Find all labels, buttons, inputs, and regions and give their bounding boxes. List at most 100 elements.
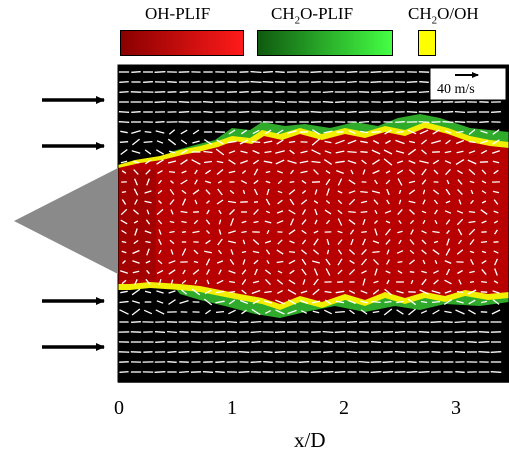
velocity-vector [419,289,429,295]
velocity-vector [372,159,380,165]
velocity-vector [215,310,225,314]
velocity-vector [168,150,176,154]
velocity-vector [409,219,415,225]
velocity-vector [218,229,222,235]
velocity-vector [134,199,138,205]
velocity-vector [336,169,344,175]
velocity-vector [240,129,248,135]
velocity-vector [346,71,358,73]
velocity-vector [407,361,417,363]
velocity-vector [228,200,236,204]
velocity-vector [288,259,296,265]
velocity-vector [194,169,198,175]
velocity-vector [419,101,429,103]
velocity-vector [442,121,454,123]
velocity-vector [266,229,270,235]
velocity-vector [178,111,190,113]
velocity-vector [445,248,451,256]
velocity-vector [156,300,164,304]
velocity-vector [300,170,308,174]
velocity-vector [119,371,129,373]
velocity-vector [481,169,487,175]
velocity-vector [398,189,402,195]
velocity-vector [134,279,138,285]
velocity-vector [216,169,224,175]
velocity-vector [372,240,380,244]
velocity-vector [444,130,452,134]
velocity-vector [385,239,391,245]
velocity-vector [218,219,222,225]
velocity-vector [265,278,271,286]
velocity-vector [313,200,319,204]
velocity-vector [205,219,211,225]
velocity-vector [156,269,164,275]
velocity-vector [492,129,500,135]
velocity-vector [145,169,151,175]
velocity-vector [146,178,150,186]
velocity-vector [335,139,345,145]
velocity-vector [348,130,356,134]
velocity-vector [144,130,152,134]
velocity-vector [454,320,466,324]
velocity-vector [337,249,343,255]
velocity-vector [361,258,367,266]
velocity-vector [457,269,463,275]
velocity-vector [253,179,259,185]
velocity-vector [420,310,428,314]
velocity-vector [313,169,319,175]
velocity-vector [407,129,417,135]
x-tick-label-1: 1 [227,397,237,419]
velocity-vector [422,199,426,205]
velocity-vector [397,178,403,186]
velocity-vector [398,239,402,245]
velocity-vector [275,71,285,73]
velocity-vector [251,341,261,343]
velocity-vector [310,71,322,73]
velocity-vector [420,300,428,304]
velocity-vector [193,249,199,255]
velocity-vector [360,140,368,144]
velocity-vector [155,130,165,134]
velocity-vector [446,229,450,235]
velocity-vector [289,149,295,155]
velocity-vector [481,280,487,284]
velocity-vector [229,259,235,265]
velocity-vector [122,260,126,264]
velocity-vector [121,240,127,244]
velocity-vector [444,160,452,164]
velocity-vector [335,150,345,154]
velocity-vector [264,150,272,154]
velocity-vector [421,168,427,176]
velocity-vector [396,309,404,315]
velocity-vector [397,208,403,216]
velocity-vector [120,160,128,164]
velocity-vector [346,350,358,354]
velocity-vector [395,139,405,145]
velocity-vector [397,270,403,274]
velocity-vector [192,189,200,195]
velocity-vector [481,260,487,264]
velocity-vector [418,371,430,373]
velocity-vector [262,81,274,83]
velocity-vector [155,149,165,155]
velocity-vector [253,259,259,265]
velocity-vector [119,309,129,315]
velocity-vector [215,361,225,363]
velocity-vector [206,200,210,204]
velocity-vector [326,249,330,255]
velocity-vector [434,219,438,225]
velocity-vector [168,129,176,135]
velocity-vector [228,280,236,284]
velocity-vector [251,289,261,295]
velocity-vector [253,188,259,196]
velocity-vector [287,299,297,305]
velocity-vector [382,91,394,93]
velocity-vector [275,159,285,165]
x-axis-ticks [119,375,457,382]
velocity-vector [263,140,273,144]
velocity-vector [371,131,381,133]
velocity-vector [252,299,260,305]
velocity-vector [205,309,211,315]
velocity-vector [348,219,356,225]
